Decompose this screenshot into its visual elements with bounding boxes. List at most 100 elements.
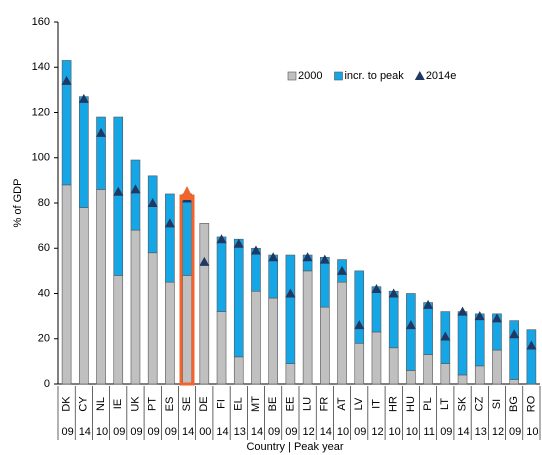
legend-marker (414, 71, 425, 80)
legend-swatch (334, 71, 343, 81)
x-tick-label: FR (319, 397, 331, 412)
peak-year-label: 14 (79, 426, 91, 438)
x-tick-label: LV (353, 397, 365, 410)
marker (423, 299, 434, 309)
bar-segment (406, 293, 416, 371)
marker (302, 252, 313, 262)
bar-segment (165, 281, 175, 385)
marker (491, 313, 502, 323)
bar-segment (388, 347, 399, 385)
bar-segment (492, 349, 502, 385)
x-tick-label: CY (78, 396, 90, 412)
bar-segment (113, 116, 124, 276)
y-tick-label: 100 (32, 152, 50, 164)
peak-year-label: 10 (389, 426, 401, 438)
peak-year-label: 09 (268, 426, 280, 438)
peak-year-label: 14 (251, 426, 263, 438)
highlight (179, 186, 195, 386)
y-tick-label: 140 (32, 61, 50, 73)
peak-year-label: 13 (475, 426, 487, 438)
peak-year-label: 09 (509, 426, 521, 438)
peak-year-label: 10 (96, 426, 108, 438)
y-tick-label: 40 (38, 287, 50, 299)
bar-segment (182, 193, 192, 276)
bar-segment (423, 302, 433, 355)
bar-segment (474, 365, 485, 385)
marker (199, 256, 210, 266)
marker (440, 331, 451, 341)
x-tick-label: PT (147, 397, 159, 411)
bar-segment (440, 363, 451, 385)
bar-segment (423, 354, 433, 385)
bar-segment (526, 329, 537, 385)
bar-segment (165, 193, 175, 283)
peak-year-label: 14 (457, 426, 469, 438)
bar-segment (457, 374, 468, 385)
marker (268, 252, 279, 262)
bar-segment (61, 184, 72, 385)
x-tick-label: LT (439, 398, 451, 410)
peak-year-label: 10 (526, 426, 538, 438)
plot-area: 0 20 40 60 80 100 120 140 160 DK 09 CY 14 NL 10 IE 09 UK 0… (32, 16, 541, 440)
marker (250, 245, 261, 255)
y-tick-label: 0 (44, 378, 50, 390)
y-tick-label: 20 (38, 333, 50, 345)
x-tick-label: BE (267, 397, 279, 412)
peak-year-label: 10 (337, 426, 349, 438)
bar-segment (79, 207, 89, 385)
x-tick-label: SK (456, 396, 468, 411)
marker (509, 329, 520, 339)
y-tick-label: 160 (32, 16, 50, 28)
bar-segment (251, 290, 261, 385)
bar-segment (457, 311, 468, 376)
x-tick-label: IE (112, 399, 124, 409)
x-tick-label: AT (336, 397, 348, 411)
bar-segment (113, 275, 124, 385)
bar-segment (130, 229, 141, 385)
peak-year-label: 09 (61, 426, 73, 438)
peak-year-label: 09 (148, 426, 160, 438)
x-tick-label: SE (181, 397, 193, 412)
bar-segment (147, 252, 158, 385)
peak-year-label: 00 (199, 426, 211, 438)
highlight-arrow (180, 186, 194, 200)
marker (388, 288, 399, 298)
x-tick-label: DK (61, 396, 73, 412)
x-tick-label: MT (250, 396, 262, 412)
bar-segment (354, 342, 365, 385)
bar-segment (61, 60, 72, 186)
peak-year-label: 13 (234, 426, 246, 438)
bar-segment (302, 270, 313, 385)
bar-segment (354, 270, 365, 344)
bar-segment (388, 290, 399, 349)
bar-segment (285, 363, 296, 385)
bar-segment (96, 116, 106, 190)
x-tick-label: SI (491, 399, 503, 409)
marker (285, 288, 296, 298)
y-tick-label: 60 (38, 242, 50, 254)
marker (113, 186, 124, 196)
bar-segment (216, 311, 227, 385)
x-tick-label: IT (370, 399, 382, 409)
legend-label: 2014e (426, 70, 457, 82)
peak-year-label: 12 (371, 426, 383, 438)
x-tick-label: ES (164, 397, 176, 412)
marker (78, 93, 89, 103)
legend-label: incr. to peak (344, 70, 404, 82)
x-tick-label: UK (129, 396, 141, 412)
bar-segment (79, 96, 89, 208)
bar-segment (182, 275, 192, 385)
bar-segment (216, 236, 227, 312)
legend-swatch (287, 71, 297, 81)
marker (337, 265, 348, 275)
bar-segment (285, 254, 296, 364)
peak-year-label: 09 (165, 426, 177, 438)
peak-year-label: 09 (285, 426, 297, 438)
x-tick-label: DE (198, 396, 210, 411)
bar-segment (233, 238, 244, 358)
x-tick-label: RO (525, 395, 537, 412)
bar-segment (268, 297, 278, 385)
y-tick-label: 80 (38, 197, 50, 209)
marker (457, 306, 468, 316)
